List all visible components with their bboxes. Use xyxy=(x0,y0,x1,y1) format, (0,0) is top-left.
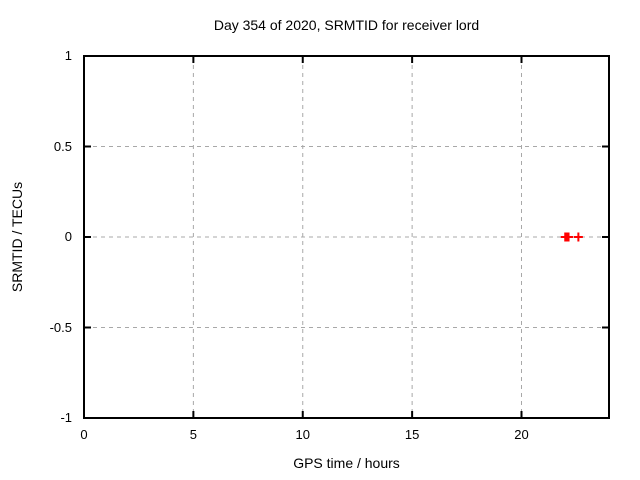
y-tick-label: -1 xyxy=(60,410,72,425)
y-tick-label: 0.5 xyxy=(53,138,72,154)
y-tick-label: 1 xyxy=(64,48,72,63)
x-tick-label: 20 xyxy=(514,427,529,442)
x-tick-label: 5 xyxy=(189,427,197,442)
data-point-marker xyxy=(573,232,583,242)
data-point-marker xyxy=(564,232,574,242)
plot-border xyxy=(83,55,610,419)
y-tick-label: 0 xyxy=(64,229,72,244)
chart-title: Day 354 of 2020, SRMTID for receiver lor… xyxy=(213,17,480,33)
x-tick-label: 0 xyxy=(80,427,88,442)
x-tick-label: 15 xyxy=(404,427,420,442)
x-tick-label: 10 xyxy=(295,427,310,442)
x-axis-label: GPS time / hours xyxy=(293,455,400,471)
y-tick-label: -0.5 xyxy=(49,319,72,335)
